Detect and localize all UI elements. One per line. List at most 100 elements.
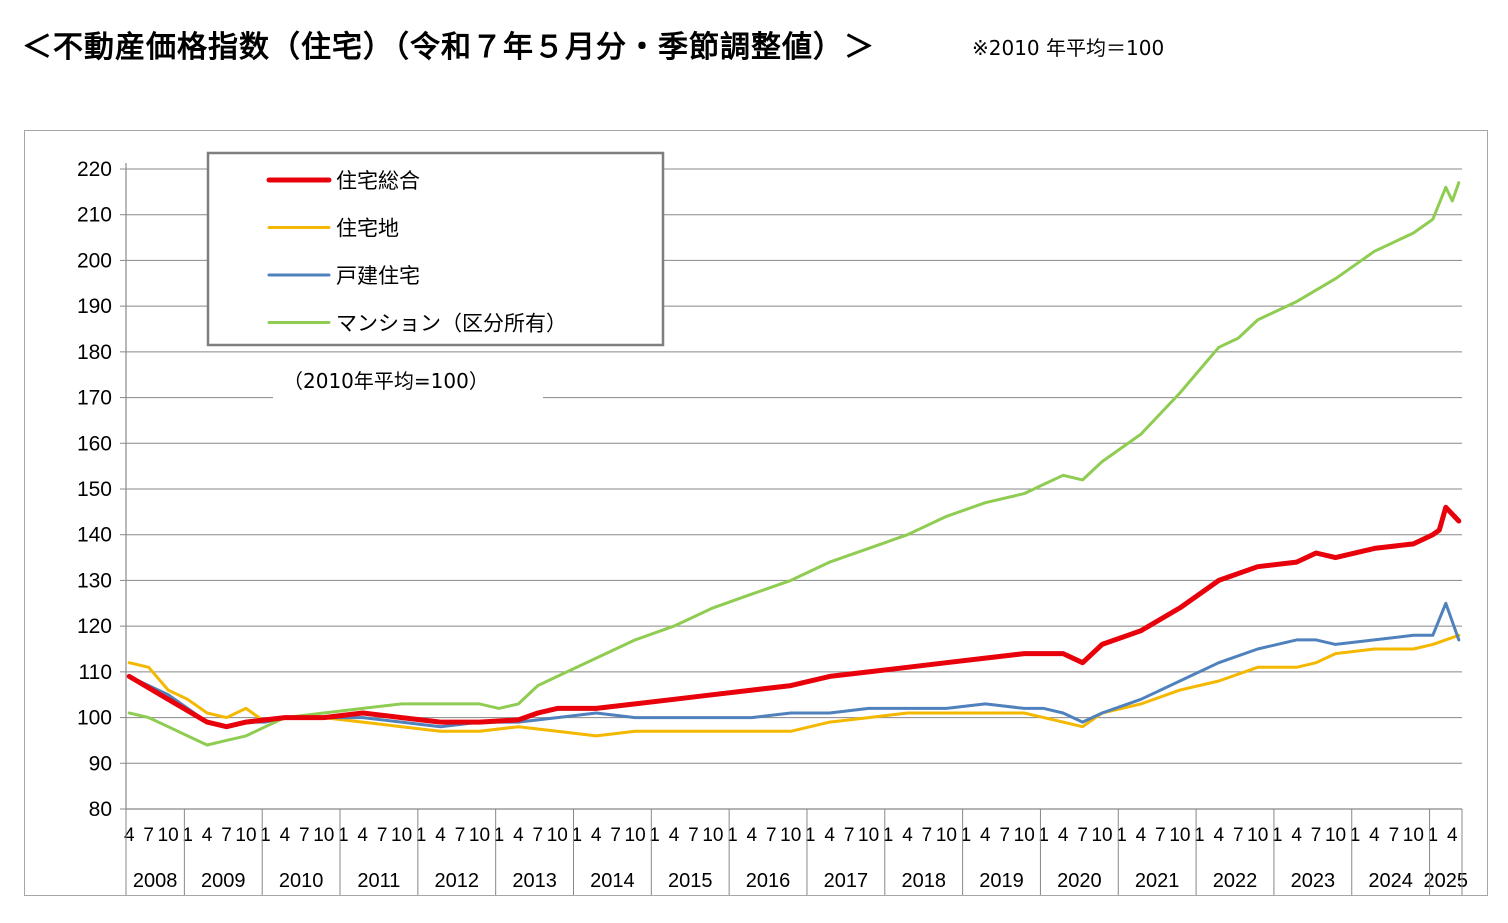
y-tick-label: 180 — [77, 341, 112, 364]
x-month-label: 1 — [1272, 825, 1283, 846]
x-year-label: 2018 — [901, 870, 946, 892]
x-month-label: 4 — [202, 825, 213, 846]
x-month-label: 7 — [533, 825, 544, 846]
x-month-label: 7 — [143, 825, 154, 846]
x-month-label: 10 — [313, 825, 334, 846]
legend-box — [206, 151, 665, 347]
y-tick-label: 130 — [77, 569, 112, 592]
x-month-label: 7 — [1233, 825, 1244, 846]
x-month-label: 1 — [1350, 825, 1361, 846]
x-month-label: 1 — [805, 825, 816, 846]
series-lines — [126, 181, 1462, 747]
x-month-label: 1 — [338, 825, 349, 846]
x-month-label: 7 — [1155, 825, 1166, 846]
x-month-label: 1 — [883, 825, 894, 846]
chart-frame: 80 90 100 110 120 130 140 150 160 170 180 190 200 210… — [24, 130, 1488, 896]
axes: 8090100110120130140150160170180190200210… — [77, 158, 1468, 895]
x-year-label: 2008 — [133, 870, 178, 892]
x-month-label: 4 — [669, 825, 680, 846]
x-month-label: 1 — [1194, 825, 1205, 846]
y-tick-label: 120 — [77, 615, 112, 638]
x-month-label: 7 — [1389, 825, 1400, 846]
x-month-label: 10 — [391, 825, 412, 846]
x-month-label: 1 — [649, 825, 660, 846]
x-month-label: 1 — [727, 825, 738, 846]
x-year-label: 2015 — [668, 870, 713, 892]
x-month-label: 4 — [1214, 825, 1225, 846]
x-month-label: 4 — [124, 825, 135, 846]
x-year-label: 2010 — [279, 870, 324, 892]
x-year-label: 2011 — [357, 870, 400, 892]
x-month-label: 1 — [961, 825, 972, 846]
legend-label: 住宅総合 — [336, 169, 420, 193]
x-month-label: 1 — [260, 825, 271, 846]
x-month-label: 7 — [766, 825, 777, 846]
x-month-label: 10 — [235, 825, 256, 846]
x-month-label: 7 — [1311, 825, 1322, 846]
x-month-label: 10 — [1014, 825, 1035, 846]
y-tick-label: 190 — [77, 295, 112, 318]
x-month-label: 7 — [610, 825, 621, 846]
x-month-label: 7 — [455, 825, 466, 846]
x-month-label: 4 — [1136, 825, 1147, 846]
line-chart: 8090100110120130140150160170180190200210… — [77, 151, 1468, 895]
legend-label: マンション（区分所有） — [336, 312, 567, 336]
x-month-label: 10 — [702, 825, 723, 846]
legend-label: 住宅地 — [336, 217, 399, 241]
y-tick-label: 80 — [89, 798, 112, 821]
x-month-label: 4 — [357, 825, 368, 846]
x-month-label: 4 — [591, 825, 602, 846]
x-month-label: 7 — [844, 825, 855, 846]
y-tick-label: 210 — [77, 204, 112, 227]
x-year-label: 2017 — [824, 870, 869, 892]
index-base-note: ※2010 年平均＝100 — [972, 36, 1165, 60]
page-title: ＜不動産価格指数（住宅）（令和７年５月分・季節調整値）＞ — [22, 30, 875, 65]
y-tick-label: 140 — [77, 524, 112, 547]
y-tick-label: 160 — [77, 432, 112, 455]
x-year-label: 2024 — [1368, 870, 1413, 892]
x-month-label: 4 — [435, 825, 446, 846]
x-month-label: 1 — [1428, 825, 1439, 846]
x-year-label: 2016 — [746, 870, 791, 892]
x-month-label: 4 — [902, 825, 913, 846]
x-month-label: 7 — [688, 825, 699, 846]
x-month-label: 7 — [922, 825, 933, 846]
x-month-label: 10 — [1403, 825, 1424, 846]
x-month-label: 7 — [377, 825, 388, 846]
x-month-label: 1 — [494, 825, 505, 846]
x-month-label: 4 — [980, 825, 991, 846]
series-line — [127, 601, 1461, 729]
x-month-label: 1 — [571, 825, 582, 846]
x-month-label: 4 — [1291, 825, 1302, 846]
x-month-label: 7 — [221, 825, 232, 846]
inner-note-text: （2010年平均=100） — [283, 369, 489, 393]
x-month-label: 7 — [999, 825, 1010, 846]
x-year-label: 2025 — [1424, 870, 1469, 892]
x-month-label: 10 — [625, 825, 646, 846]
x-month-label: 1 — [416, 825, 427, 846]
y-tick-label: 200 — [77, 249, 112, 272]
x-month-label: 10 — [1247, 825, 1268, 846]
x-year-label: 2014 — [590, 870, 635, 892]
x-month-label: 10 — [547, 825, 568, 846]
x-month-label: 4 — [1447, 825, 1458, 846]
x-year-label: 2009 — [201, 870, 246, 892]
x-month-label: 1 — [1116, 825, 1127, 846]
x-year-label: 2020 — [1057, 870, 1102, 892]
inner-note: （2010年平均=100） — [273, 363, 543, 399]
x-month-label: 4 — [824, 825, 835, 846]
x-month-label: 1 — [182, 825, 193, 846]
x-month-label: 7 — [299, 825, 310, 846]
y-tick-label: 90 — [89, 752, 112, 775]
x-year-label: 2022 — [1213, 870, 1258, 892]
y-tick-label: 150 — [77, 478, 112, 501]
inner-note-background — [273, 363, 543, 399]
y-tick-label: 110 — [79, 661, 112, 684]
x-year-label: 2021 — [1135, 870, 1180, 892]
y-tick-label: 220 — [77, 158, 112, 181]
legend-label: 戸建住宅 — [336, 264, 420, 288]
x-month-label: 4 — [1369, 825, 1380, 846]
x-month-label: 4 — [1058, 825, 1069, 846]
x-month-label: 1 — [1038, 825, 1049, 846]
